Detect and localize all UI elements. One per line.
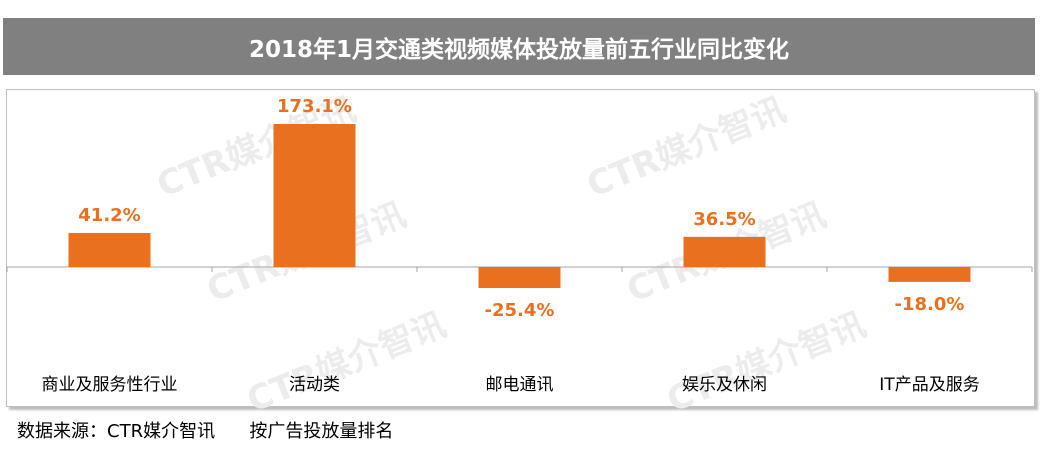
chart-frame	[6, 89, 1035, 407]
chart-title: 2018年1月交通类视频媒体投放量前五行业同比变化	[248, 36, 790, 63]
data-label-1: 41.2%	[78, 205, 140, 226]
bar-3	[478, 267, 561, 288]
bar-4	[683, 236, 766, 267]
chart-title-bar: 2018年1月交通类视频媒体投放量前五行业同比变化	[3, 18, 1035, 75]
bar-2	[273, 124, 356, 267]
category-label-4: 娱乐及休闲	[682, 375, 767, 395]
category-label-5: IT产品及服务	[879, 375, 979, 395]
category-label-1: 商业及服务性行业	[42, 375, 178, 395]
category-label-3: 邮电通讯	[486, 375, 554, 395]
data-label-3: -25.4%	[485, 300, 555, 321]
data-label-5: -18.0%	[895, 294, 965, 315]
source-note: 数据来源：CTR媒介智讯 按广告投放量排名	[17, 421, 394, 442]
data-label-4: 36.5%	[693, 209, 755, 230]
category-label-2: 活动类	[289, 375, 340, 395]
bar-1	[68, 232, 151, 267]
data-label-2: 173.1%	[277, 96, 352, 117]
bar-5	[888, 267, 971, 282]
